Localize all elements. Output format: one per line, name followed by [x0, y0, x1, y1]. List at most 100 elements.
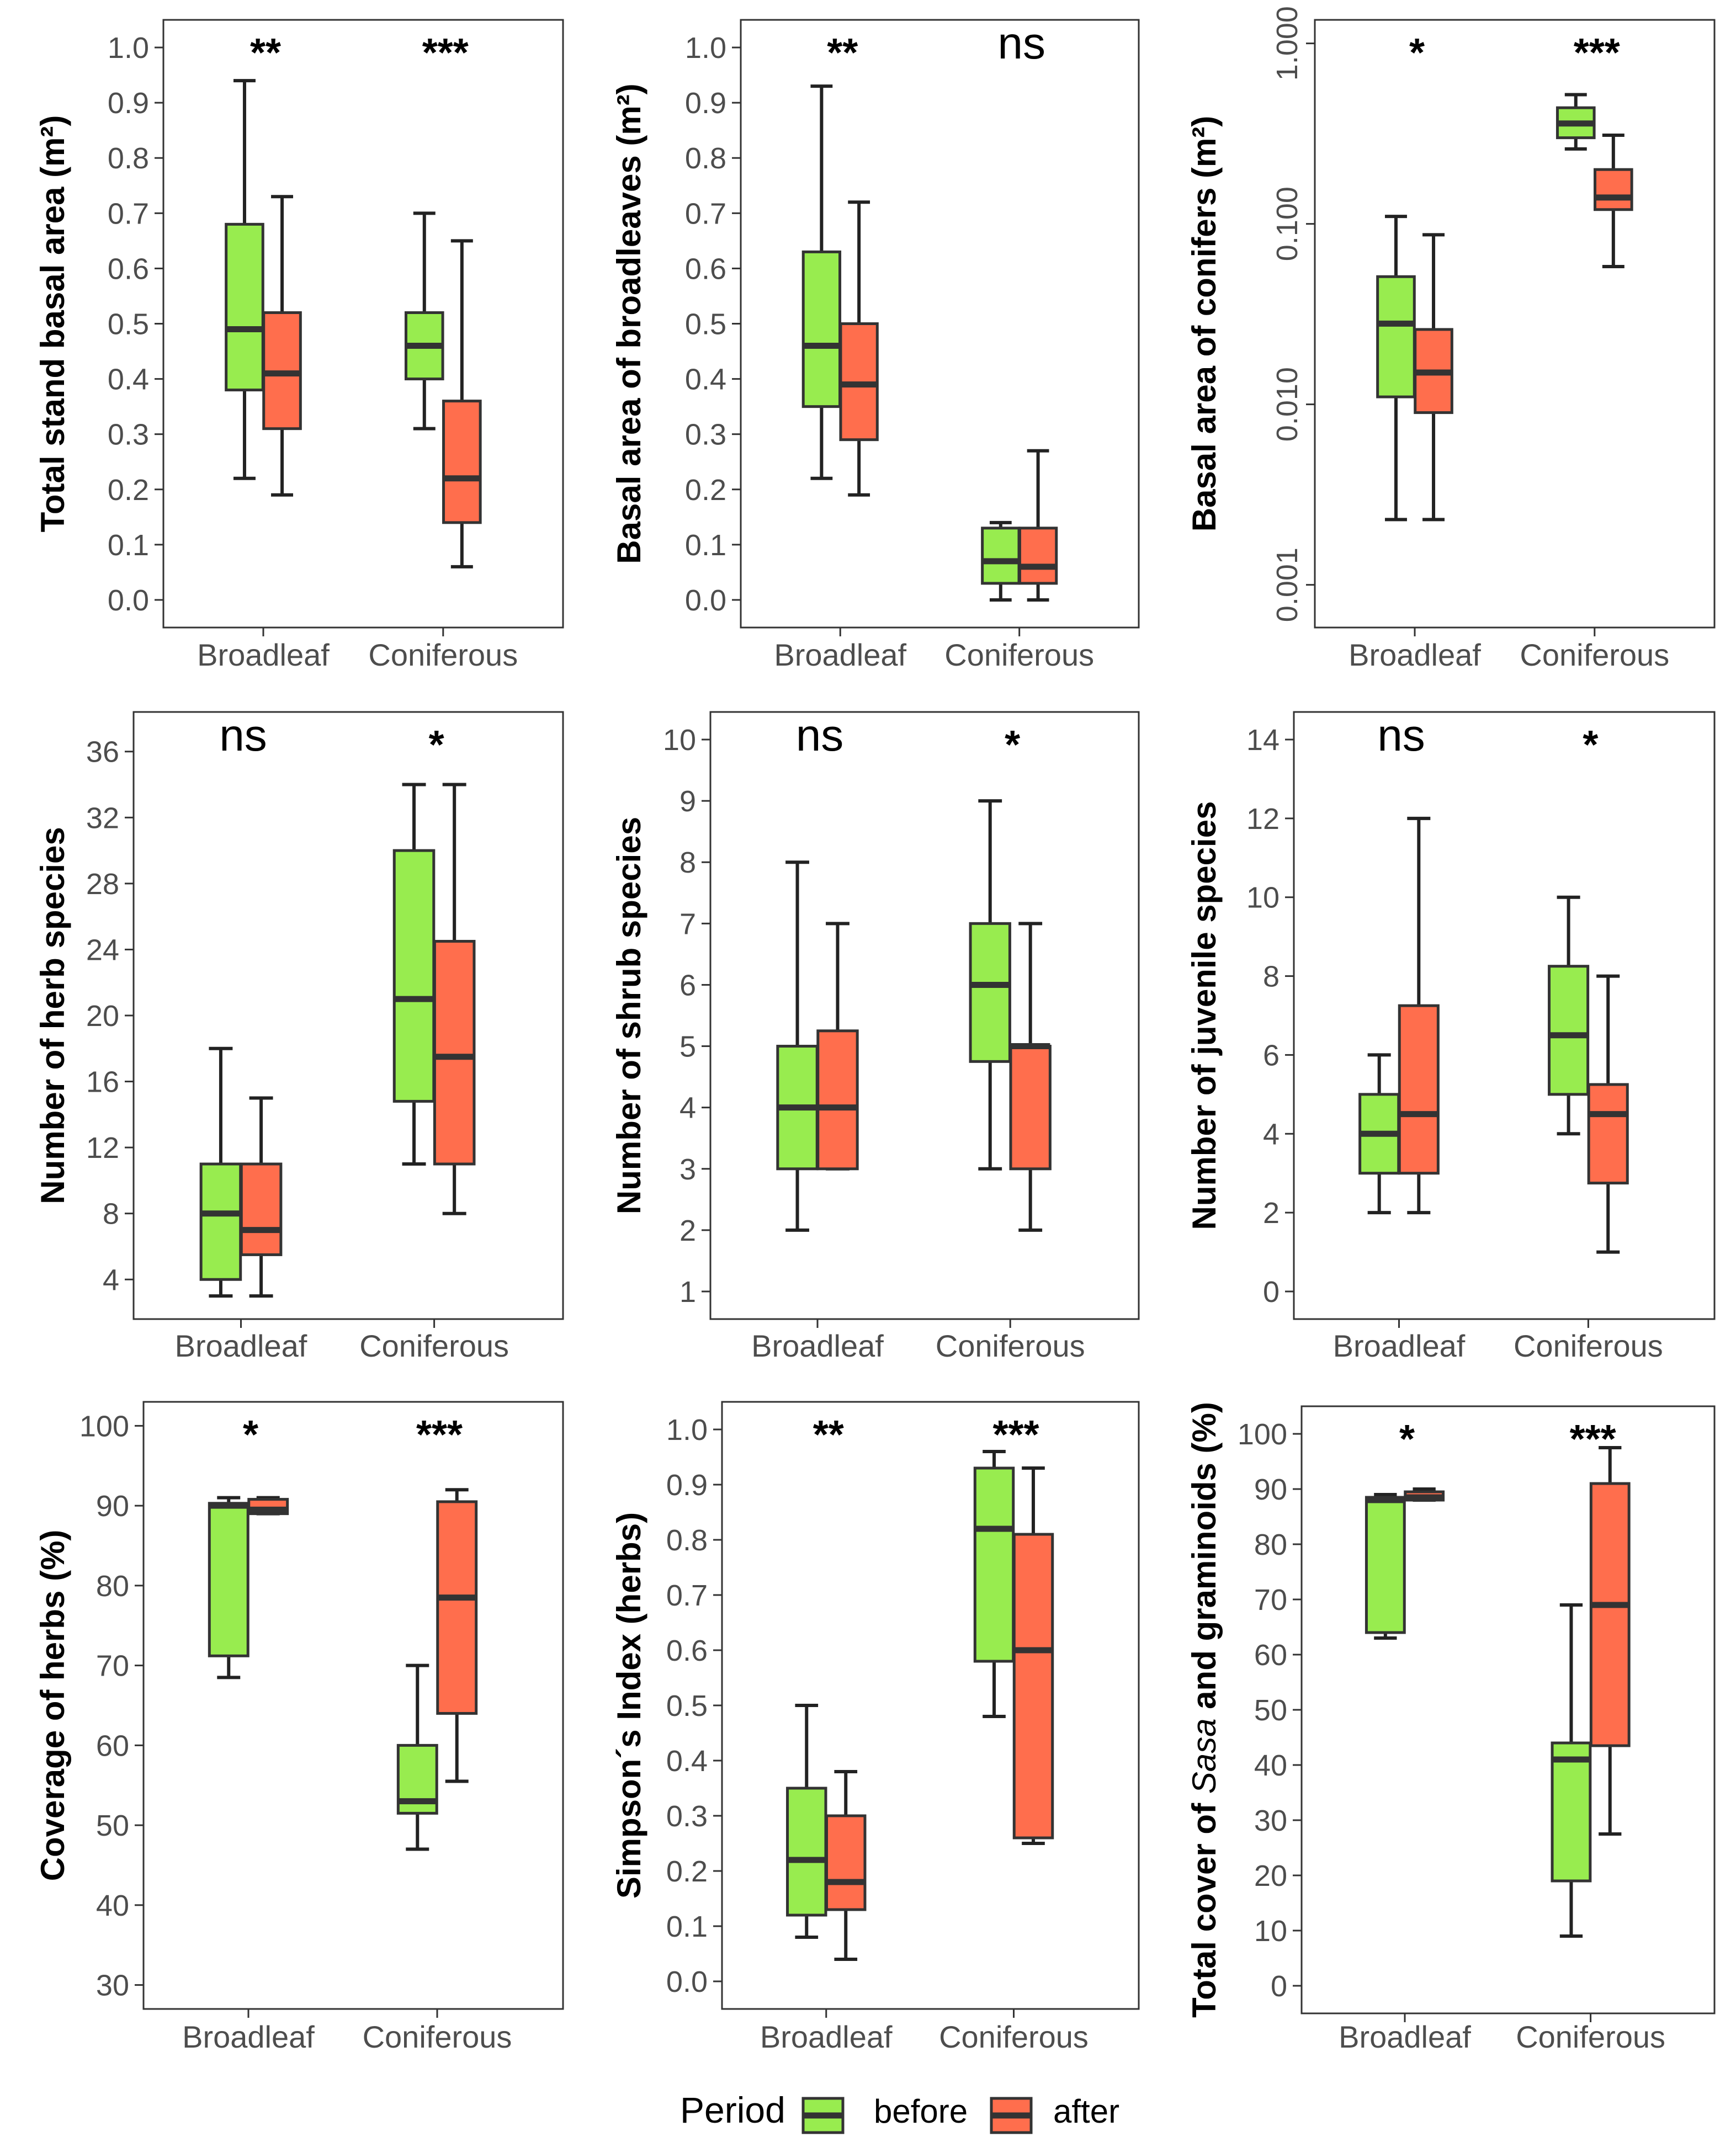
x-tick-label-broadleaf: Broadleaf	[1339, 2019, 1471, 2054]
box-coniferous-after	[1012, 1466, 1054, 1845]
significance-broadleaf: *	[1409, 31, 1425, 75]
y-tick-label: 60	[1254, 1639, 1287, 1672]
y-tick-label: 0.7	[108, 197, 149, 230]
panels: 0.0 0.1 0.2 0.3 0.4 0.5 0.6 0.7 0.8 0.9 1.0 Broadle…	[34, 6, 1716, 2054]
y-tick-label: 0	[1263, 1275, 1280, 1309]
panel-number-herb-species: 4 8 12 16 20 24 28 32 36 Broadleaf Coniferous Numbe…	[34, 710, 564, 1363]
y-tick-label: 0.3	[108, 418, 149, 451]
y-tick-label: 4	[679, 1092, 696, 1125]
x-tick-label-coniferous: Coniferous	[1520, 637, 1669, 672]
y-tick-label: 0.0	[108, 584, 149, 617]
y-axis-label: Simpson´s Index (herbs)	[610, 1512, 647, 1899]
box-coniferous-after	[1009, 922, 1052, 1232]
iqr-box	[786, 1787, 827, 1917]
y-tick-label: 50	[96, 1809, 129, 1842]
y-tick-label: 4	[1263, 1118, 1280, 1151]
y-tick-label: 0.6	[685, 252, 726, 285]
x-tick-label-broadleaf: Broadleaf	[175, 1328, 307, 1363]
iqr-box	[436, 1500, 478, 1715]
box-coniferous-before	[396, 1663, 438, 1851]
y-tick-label: 0.7	[685, 197, 726, 230]
box-coniferous-before	[1551, 1603, 1592, 1938]
iqr-box	[1018, 527, 1058, 585]
y-tick-label: 10	[1254, 1915, 1287, 1948]
plot-frame	[740, 19, 1140, 629]
iqr-box	[825, 1814, 867, 1911]
y-tick-label: 0.8	[685, 142, 726, 175]
box-coniferous-before	[1556, 93, 1596, 151]
x-tick-label-broadleaf: Broadleaf	[182, 2019, 315, 2054]
plot-frame	[709, 711, 1140, 1320]
iqr-box	[816, 1029, 859, 1171]
significance-broadleaf: **	[813, 1413, 844, 1457]
y-tick-label: 2	[679, 1214, 696, 1247]
y-tick-label: 12	[86, 1131, 119, 1165]
iqr-box	[973, 1466, 1015, 1663]
x-tick-label-broadleaf: Broadleaf	[197, 637, 330, 672]
x-tick-label-coniferous: Coniferous	[359, 1328, 509, 1363]
y-tick-label: 0.4	[666, 1745, 708, 1778]
significance-broadleaf: **	[827, 31, 858, 75]
plot-frame	[142, 1401, 564, 2010]
y-tick-label: 20	[1254, 1859, 1287, 1893]
x-tick-label-coniferous: Coniferous	[1514, 1328, 1663, 1363]
y-tick-label: 1.0	[108, 31, 149, 65]
y-tick-label: 5	[679, 1030, 696, 1064]
y-tick-label: 28	[86, 868, 119, 901]
y-tick-label: 32	[86, 801, 119, 834]
y-tick-label: 80	[96, 1570, 129, 1603]
box-broadleaf-after	[816, 922, 859, 1171]
y-tick-label: 0.0	[685, 584, 726, 617]
significance-coniferous: *	[1005, 723, 1020, 767]
iqr-box	[981, 527, 1021, 585]
panel-simpsons-index-herbs: 0.0 0.1 0.2 0.3 0.4 0.5 0.6 0.7 0.8 0.9 1.0 Broadle…	[610, 1401, 1140, 2054]
y-axis-label: Number of herb species	[34, 827, 71, 1204]
box-coniferous-after	[1594, 133, 1633, 268]
box-broadleaf-before	[786, 1704, 827, 1939]
significance-coniferous: *	[429, 723, 444, 767]
y-tick-label: 0.1	[666, 1910, 708, 1943]
y-tick-label: 6	[679, 969, 696, 1002]
iqr-box	[1551, 1741, 1592, 1883]
y-tick-label: 0.0	[666, 1965, 708, 1998]
x-tick-label-broadleaf: Broadleaf	[774, 637, 906, 672]
y-tick-label: 60	[96, 1729, 129, 1762]
y-axis-label: Basal area of conifers (m²)	[1186, 116, 1223, 532]
significance-coniferous: ***	[1574, 31, 1620, 75]
y-tick-label: 3	[679, 1153, 696, 1186]
x-tick-label-broadleaf: Broadleaf	[1349, 637, 1481, 672]
iqr-box	[199, 1162, 242, 1281]
box-broadleaf-before	[208, 1496, 249, 1679]
x-tick-label-broadleaf: Broadleaf	[751, 1328, 884, 1363]
box-broadleaf-after	[247, 1496, 289, 1516]
y-tick-label: 0.010	[1271, 367, 1304, 442]
x-tick-label-coniferous: Coniferous	[944, 637, 1094, 672]
significance-coniferous: ***	[422, 31, 469, 75]
box-broadleaf-after	[839, 200, 879, 497]
y-tick-label: 30	[96, 1969, 129, 2002]
y-tick-label: 2	[1263, 1197, 1280, 1230]
box-broadleaf-before	[801, 84, 842, 480]
box-broadleaf-before	[1376, 215, 1416, 522]
box-broadleaf-before	[1358, 1053, 1400, 1215]
box-coniferous-before	[969, 799, 1011, 1171]
box-broadleaf-after	[1398, 816, 1440, 1215]
y-tick-label: 90	[96, 1490, 129, 1523]
y-tick-label: 8	[1263, 960, 1280, 993]
legend-title: Period	[680, 2090, 785, 2130]
plot-frame	[1314, 19, 1716, 629]
iqr-box	[433, 939, 476, 1166]
plot-frame	[1300, 1405, 1716, 2014]
significance-coniferous: ns	[997, 18, 1045, 68]
y-tick-label: 1	[679, 1275, 696, 1309]
y-tick-label: 14	[1246, 724, 1280, 757]
y-tick-label: 0.2	[685, 474, 726, 507]
y-tick-label: 1.0	[666, 1413, 708, 1447]
significance-coniferous: ***	[992, 1413, 1039, 1457]
y-tick-label: 70	[96, 1650, 129, 1683]
iqr-box	[1398, 1004, 1440, 1175]
box-coniferous-after	[436, 1488, 478, 1783]
box-coniferous-after	[442, 239, 482, 568]
y-tick-label: 24	[86, 933, 119, 966]
significance-coniferous: ***	[1570, 1417, 1616, 1461]
